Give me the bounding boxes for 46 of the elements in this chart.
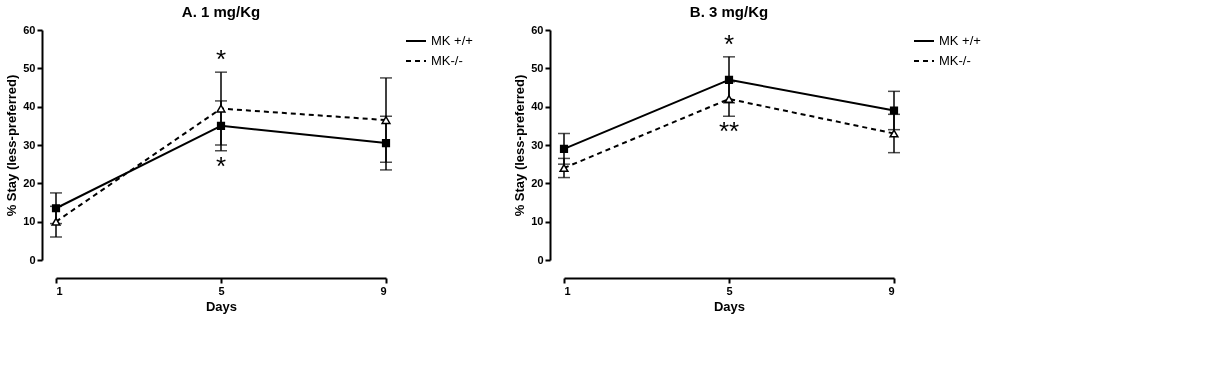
point — [381, 115, 391, 125]
y-tick-label: 30 — [23, 138, 36, 151]
x-tick-label: 1 — [56, 284, 63, 297]
annotation: ** — [718, 116, 740, 147]
annotation: * — [723, 28, 735, 59]
legend-label: MK-/- — [431, 53, 463, 68]
y-tick-label: 30 — [531, 138, 544, 151]
y-tick-label: 10 — [531, 215, 544, 228]
x-tick-label: 5 — [726, 284, 733, 297]
x-axis-title: Days — [713, 298, 746, 314]
legend-label: MK-/- — [939, 53, 971, 68]
y-tick-label: 10 — [23, 215, 36, 228]
y-axis-title: % Stay (less-preferred) — [512, 74, 528, 217]
legend-label: MK +/+ — [939, 33, 981, 48]
x-tick-label: 5 — [218, 284, 225, 297]
point — [724, 94, 734, 104]
x-tick-label: 1 — [564, 284, 571, 297]
point — [51, 204, 61, 213]
point — [51, 217, 61, 226]
annotation: * — [215, 44, 227, 75]
y-tick-label: 40 — [531, 100, 544, 113]
y-axis-title: % Stay (less-preferred) — [4, 74, 20, 217]
chart-title: A. 1 mg/Kg — [181, 3, 261, 20]
point — [889, 129, 899, 138]
y-tick-label: 60 — [23, 23, 36, 36]
point — [381, 138, 391, 148]
point — [559, 144, 569, 153]
chart-title: B. 3 mg/Kg — [689, 3, 769, 20]
point — [216, 104, 226, 113]
x-tick-label: 9 — [380, 284, 387, 297]
y-tick-label: 60 — [531, 23, 544, 36]
y-tick-label: 20 — [531, 176, 544, 189]
point — [216, 121, 226, 130]
legend-label: MK +/+ — [431, 33, 473, 48]
y-tick-label: 20 — [23, 176, 36, 189]
x-tick-label: 9 — [888, 284, 895, 297]
y-tick-label: 50 — [531, 61, 544, 74]
annotation: * — [215, 150, 227, 181]
x-axis-title: Days — [205, 298, 238, 314]
y-tick-label: 50 — [23, 61, 36, 74]
point — [559, 163, 569, 173]
y-tick-label: 0 — [29, 253, 36, 266]
point — [889, 106, 899, 115]
point — [724, 75, 734, 84]
y-tick-label: 40 — [23, 100, 36, 113]
y-tick-label: 0 — [537, 253, 544, 266]
